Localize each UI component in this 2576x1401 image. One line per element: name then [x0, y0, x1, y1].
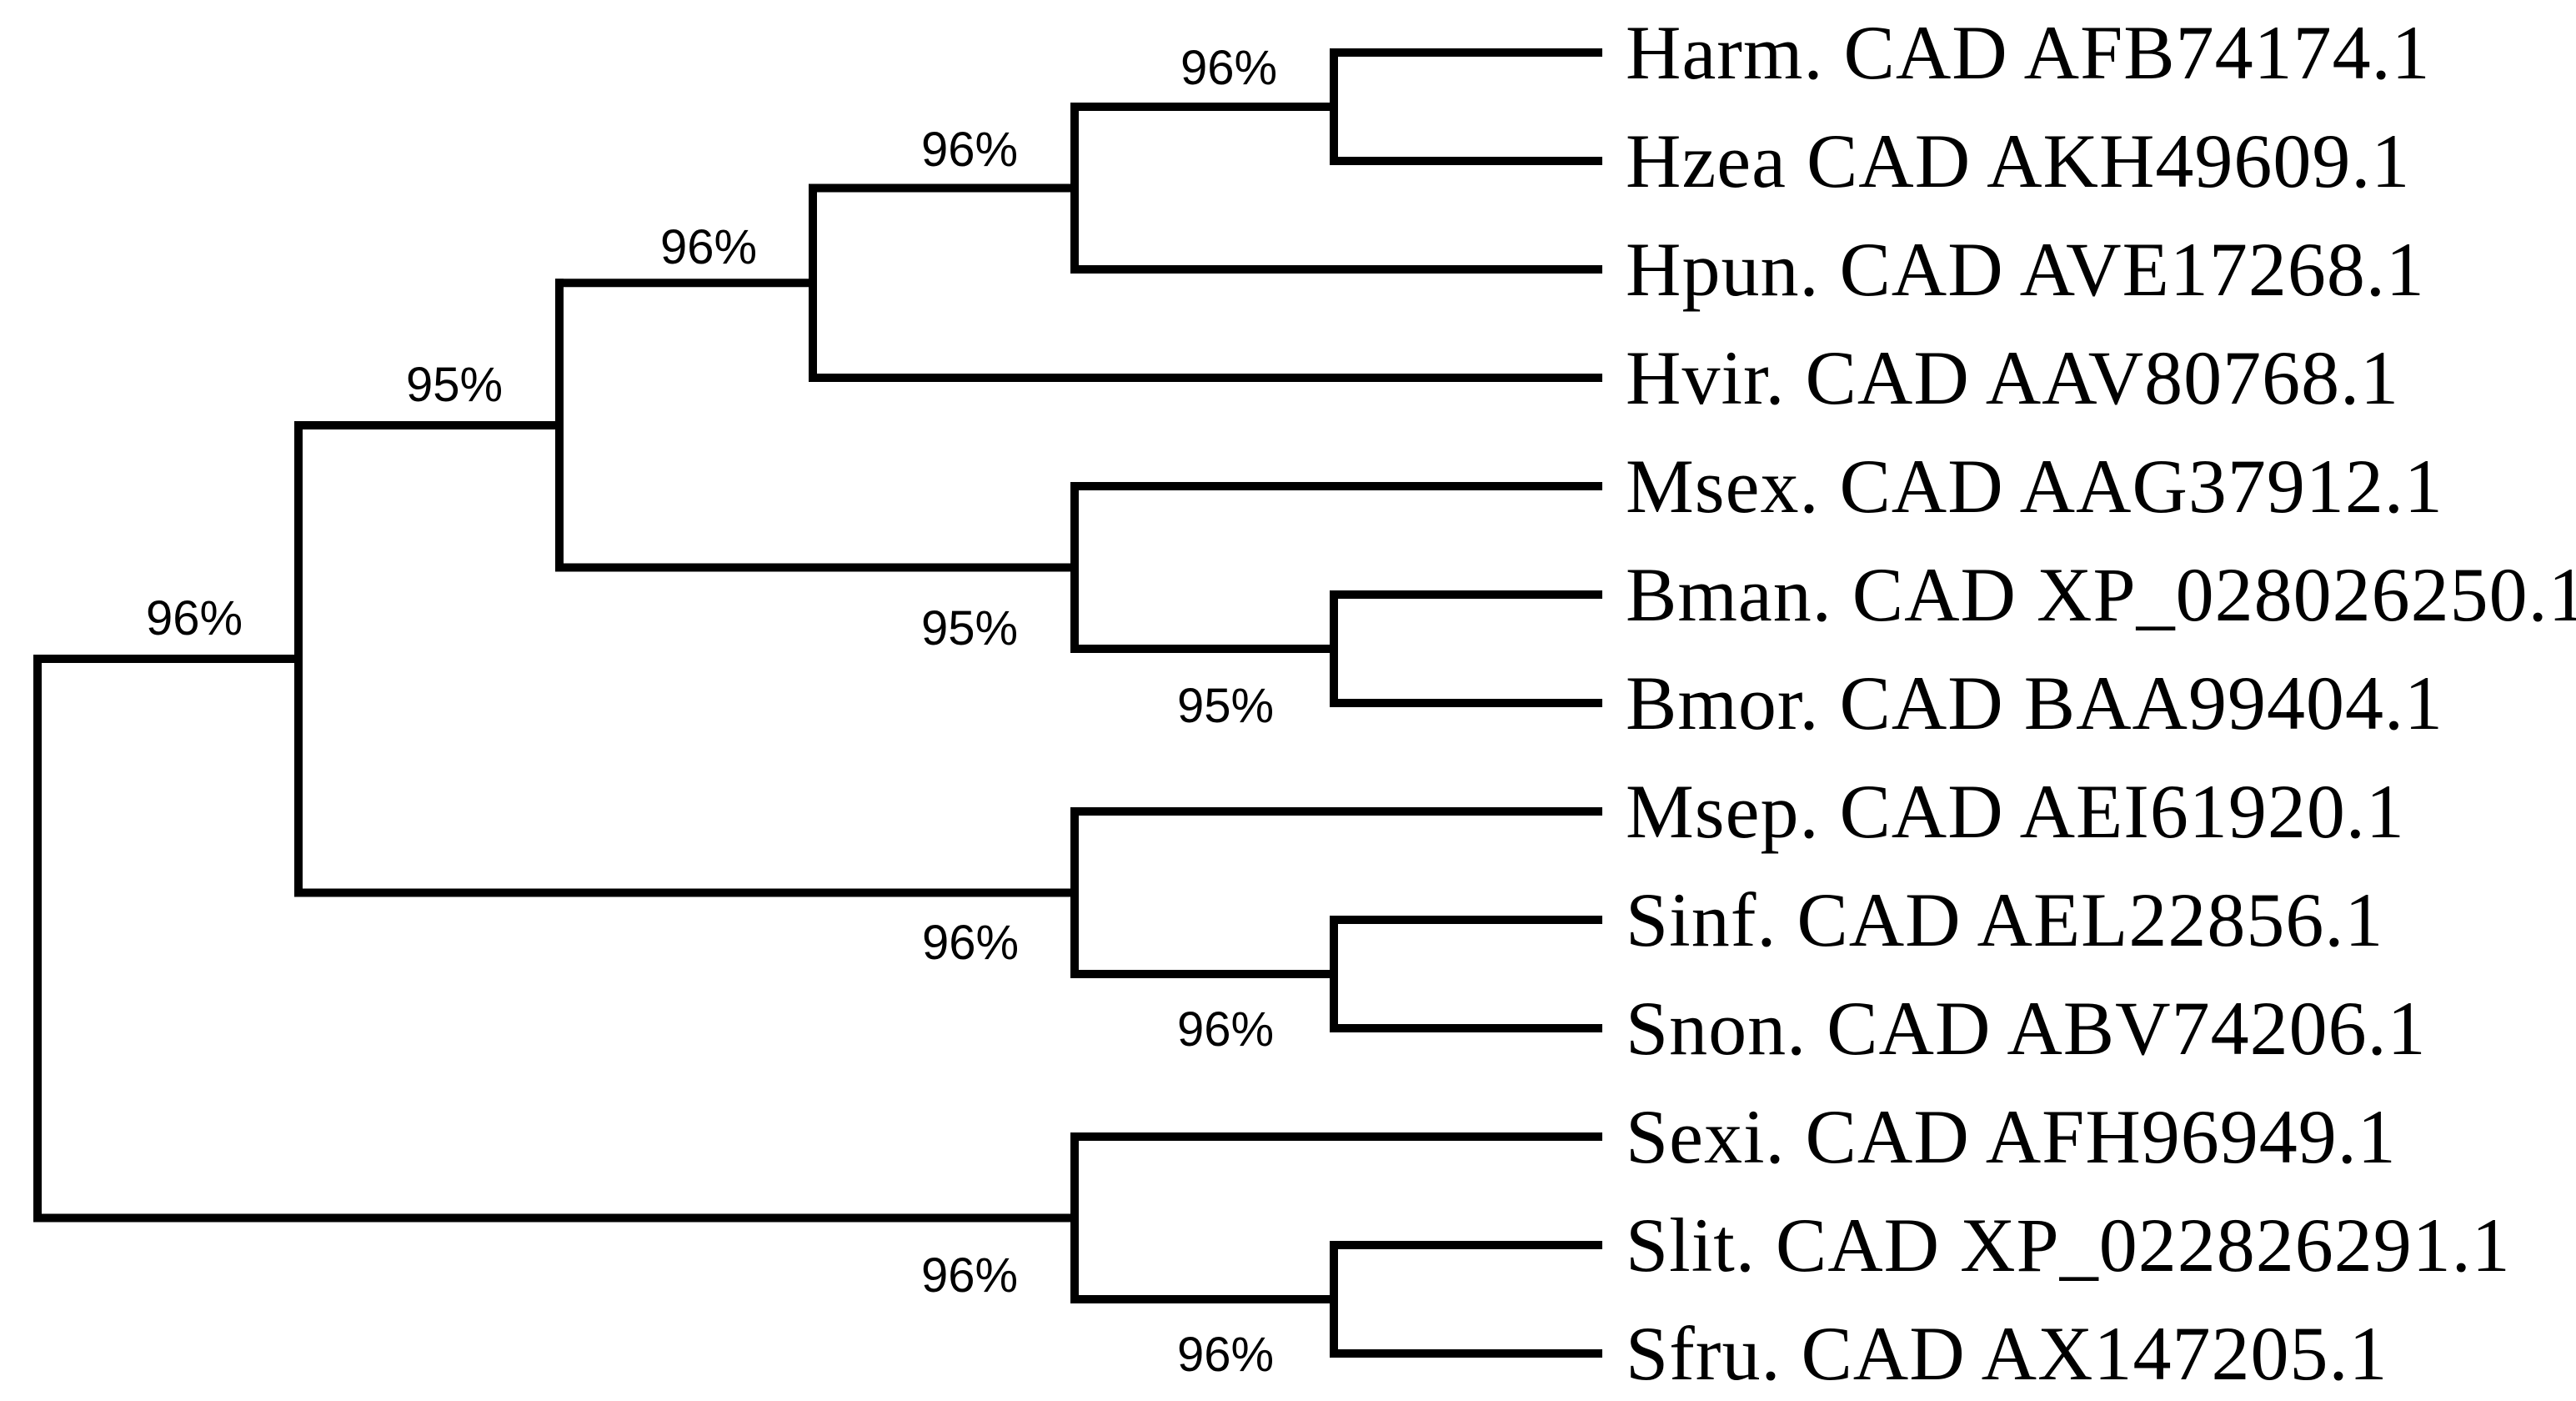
bootstrap-label: 96%: [922, 916, 1019, 970]
leaf-label: Bmor. CAD BAA99404.1: [1626, 660, 2443, 746]
leaf-label: Sexi. CAD AFH96949.1: [1626, 1094, 2397, 1179]
bootstrap-label: 95%: [406, 358, 503, 412]
leaf-label: Hpun. CAD AVE17268.1: [1626, 227, 2425, 312]
leaf-label: Sinf. CAD AEL22856.1: [1626, 877, 2383, 962]
bootstrap-label: 95%: [921, 601, 1018, 655]
bootstrap-label: 96%: [146, 591, 243, 645]
leaf-label: Msex. CAD AAG37912.1: [1626, 444, 2443, 529]
leaf-label: Snon. CAD ABV74206.1: [1626, 986, 2427, 1071]
leaf-label: Bman. CAD XP_028026250.1: [1626, 552, 2576, 637]
leaf-label: Harm. CAD AFB74174.1: [1626, 10, 2431, 95]
bootstrap-label: 96%: [921, 123, 1018, 177]
bootstrap-label: 95%: [1177, 679, 1274, 733]
bootstrap-label: 96%: [921, 1248, 1018, 1303]
bootstrap-label: 96%: [1180, 41, 1277, 95]
leaf-label: Hzea CAD AKH49609.1: [1626, 118, 2410, 203]
leaf-label: Slit. CAD XP_022826291.1: [1626, 1203, 2511, 1288]
leaf-label: Msep. CAD AEI61920.1: [1626, 769, 2405, 854]
bootstrap-label: 96%: [1177, 1328, 1274, 1382]
leaf-label: Hvir. CAD AAV80768.1: [1626, 335, 2399, 420]
bootstrap-label: 96%: [660, 220, 757, 274]
bootstrap-label: 96%: [1177, 1002, 1274, 1057]
leaf-label: Sfru. CAD AX147205.1: [1626, 1311, 2388, 1396]
